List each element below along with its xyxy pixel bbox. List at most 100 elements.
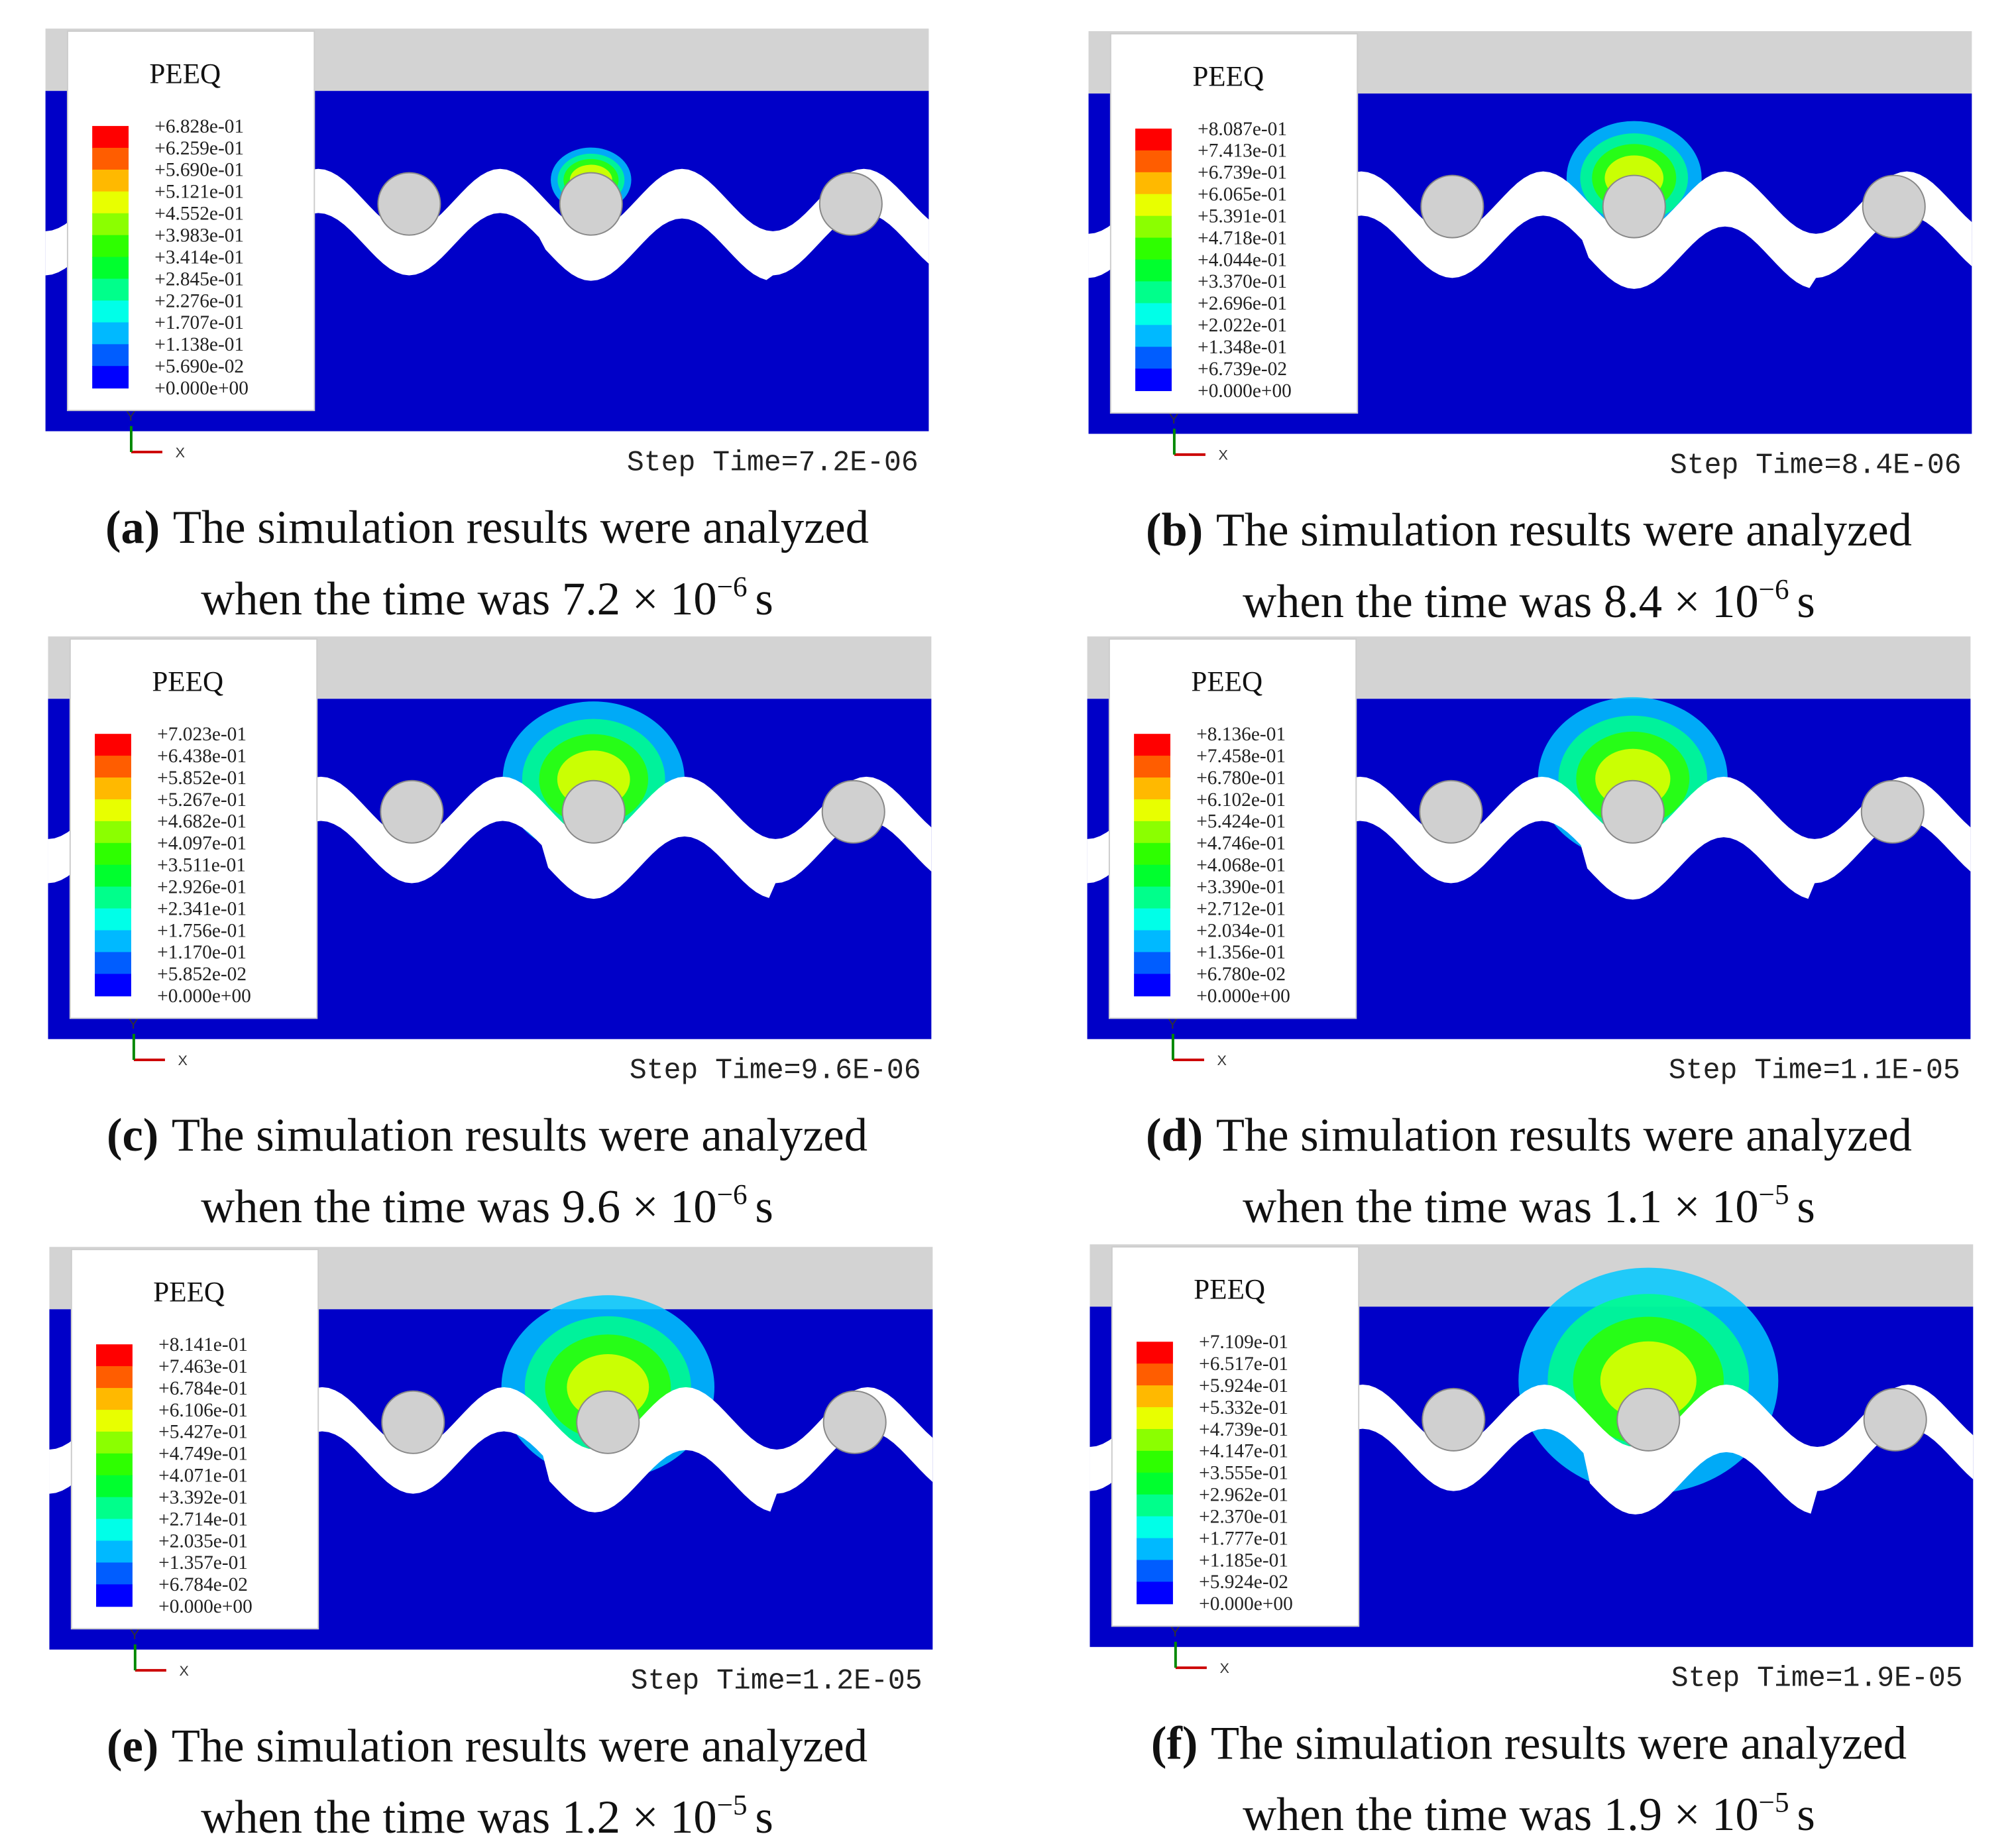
legend-label: +4.682e-01: [157, 811, 247, 832]
legend-swatch: [1135, 194, 1172, 217]
legend-swatch: [1134, 930, 1171, 953]
legend-title: PEEQ: [149, 58, 221, 89]
legend-swatch: [1134, 799, 1171, 822]
legend-title: PEEQ: [153, 1277, 225, 1308]
legend-label: +2.845e-01: [154, 268, 244, 290]
legend-label: +1.138e-01: [154, 334, 244, 355]
legend-swatch: [1135, 150, 1172, 173]
legend-label: +8.141e-01: [158, 1334, 248, 1355]
tool: [561, 779, 626, 844]
legend-swatch: [95, 952, 131, 975]
legend-label: +5.924e-02: [1199, 1572, 1288, 1593]
legend-swatch: [95, 821, 131, 844]
legend-label: +6.517e-01: [1199, 1353, 1288, 1375]
legend-swatch: [95, 886, 131, 909]
tool: [1420, 174, 1484, 239]
caption-exponent: −5: [717, 1790, 748, 1821]
legend-label: +5.690e-02: [154, 356, 244, 377]
legend-label: +4.749e-01: [158, 1444, 248, 1465]
caption-line: (d) The simulation results were analyzed: [1146, 1110, 1912, 1161]
caption-unit: s: [1797, 576, 1815, 628]
legend-title: PEEQ: [152, 667, 223, 698]
tool: [1860, 779, 1925, 844]
caption-text: when the time was 1.1 × 10: [1243, 1181, 1759, 1233]
legend-swatch: [96, 1562, 133, 1585]
legend-label: +1.707e-01: [154, 312, 244, 333]
legend-label: +1.357e-01: [158, 1552, 248, 1574]
legend-swatch: [92, 213, 129, 236]
legend-label: +5.852e-02: [157, 964, 247, 985]
triad-x-label: X: [176, 444, 185, 461]
legend-label: +4.071e-01: [158, 1465, 248, 1487]
tool: [1419, 779, 1483, 844]
legend-label: +3.390e-01: [1196, 876, 1286, 897]
legend-swatch: [96, 1475, 133, 1498]
legend-swatch: [1135, 303, 1172, 326]
caption-text: The simulation results were analyzed: [172, 1720, 868, 1772]
legend-swatch: [1134, 777, 1171, 800]
legend-swatch: [1137, 1581, 1173, 1605]
caption-label: (e): [107, 1720, 158, 1772]
legend-swatch: [96, 1431, 133, 1454]
legend-label: +4.552e-01: [154, 203, 244, 225]
tool: [822, 1390, 887, 1454]
legend-swatch: [1135, 237, 1172, 260]
legend-swatch: [1137, 1363, 1173, 1387]
caption-line: (c) The simulation results were analyzed: [107, 1110, 868, 1161]
panel: PEEQ +8.087e-01+7.413e-01+6.739e-01+6.065…: [1088, 31, 1972, 628]
legend-swatch: [92, 191, 129, 214]
legend-swatch: [1137, 1538, 1173, 1561]
panel: PEEQ +6.828e-01+6.259e-01+5.690e-01+5.121…: [45, 29, 929, 625]
legend-label: +3.414e-01: [154, 247, 244, 268]
legend-swatch: [1135, 347, 1172, 370]
triad-y-label: Y: [130, 1626, 139, 1642]
tool: [821, 779, 885, 844]
caption-text: when the time was 9.6 × 10: [201, 1181, 717, 1233]
legend-swatch: [1134, 886, 1171, 909]
triad-x-label: X: [1219, 447, 1228, 463]
legend-swatch: [1135, 129, 1172, 151]
legend-label: +3.983e-01: [154, 225, 244, 246]
panel: PEEQ +8.136e-01+7.458e-01+6.780e-01+6.102…: [1087, 636, 1971, 1233]
caption-line: when the time was 9.6 × 10−6 s: [201, 1180, 773, 1233]
legend-label: +5.121e-01: [154, 182, 244, 203]
legend-swatch: [92, 235, 129, 258]
caption-unit: s: [1797, 1181, 1815, 1233]
legend-swatch: [1137, 1494, 1173, 1517]
step-time: Step Time=9.6E-06: [630, 1054, 921, 1086]
legend-label: +6.780e-01: [1196, 768, 1286, 789]
caption-exponent: −6: [717, 1180, 748, 1211]
legend-label: +6.065e-01: [1198, 184, 1287, 205]
legend-swatch: [95, 734, 131, 757]
caption-text: The simulation results were analyzed: [1211, 1717, 1907, 1769]
legend-swatch: [96, 1519, 133, 1542]
legend-swatch: [96, 1388, 133, 1410]
legend-label: +2.034e-01: [1196, 920, 1286, 941]
tool: [381, 1390, 445, 1454]
legend-label: +4.746e-01: [1196, 833, 1286, 854]
legend-swatch: [92, 148, 129, 170]
legend-label: +4.147e-01: [1199, 1441, 1288, 1462]
caption-exponent: −6: [717, 571, 748, 602]
caption-text: The simulation results were analyzed: [1216, 504, 1912, 556]
caption-line: when the time was 1.1 × 10−5 s: [1243, 1180, 1815, 1233]
legend-swatch: [96, 1344, 133, 1367]
caption-text: when the time was 1.2 × 10: [201, 1792, 717, 1834]
tool: [1862, 174, 1926, 239]
legend-swatch: [96, 1540, 133, 1564]
legend-swatch: [95, 756, 131, 779]
legend-swatch: [95, 974, 131, 997]
tool: [1600, 779, 1665, 844]
legend-label: +5.427e-01: [158, 1422, 248, 1443]
legend-label: +2.962e-01: [1199, 1485, 1288, 1506]
triad-x-label: X: [1219, 1660, 1229, 1676]
legend-label: +2.714e-01: [158, 1509, 248, 1530]
legend-label: +1.356e-01: [1196, 942, 1286, 963]
legend-label: +6.784e-02: [158, 1574, 248, 1595]
legend-label: +8.136e-01: [1196, 724, 1286, 745]
legend-label: +3.555e-01: [1199, 1463, 1288, 1484]
legend-label: +2.276e-01: [154, 290, 244, 312]
legend-label: +4.739e-01: [1199, 1419, 1288, 1440]
legend-swatch: [1134, 864, 1171, 888]
legend-swatch: [1137, 1342, 1173, 1365]
